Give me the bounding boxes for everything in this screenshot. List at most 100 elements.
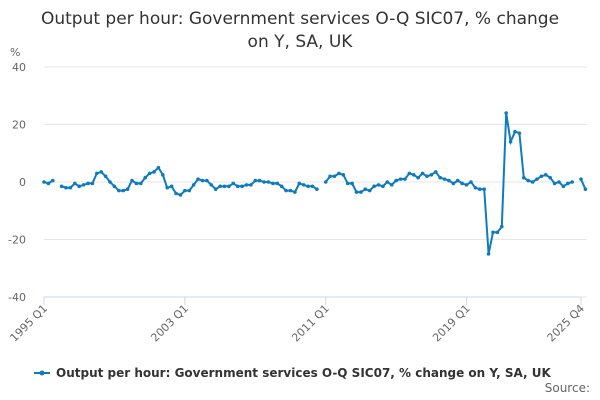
x-tick-label: 2019 Q1 bbox=[430, 302, 473, 345]
point bbox=[495, 230, 500, 235]
point bbox=[482, 187, 486, 191]
point bbox=[297, 181, 302, 186]
point bbox=[90, 181, 95, 186]
point bbox=[200, 178, 205, 183]
x-tick-label: 2025 Q4 bbox=[545, 302, 588, 345]
point bbox=[99, 170, 104, 174]
chart-title: Output per hour: Government services O-Q… bbox=[40, 9, 560, 52]
point bbox=[455, 178, 460, 183]
point bbox=[178, 193, 183, 197]
point bbox=[73, 181, 77, 186]
point bbox=[425, 174, 429, 179]
y-axis-label: % bbox=[10, 46, 20, 59]
point bbox=[385, 180, 390, 184]
point bbox=[213, 187, 218, 191]
legend-label: Output per hour: Government services O-Q… bbox=[56, 366, 551, 380]
point bbox=[486, 252, 491, 256]
point bbox=[367, 188, 372, 193]
point bbox=[460, 181, 464, 186]
point bbox=[517, 131, 522, 135]
y-tick-label: -40 bbox=[8, 291, 26, 304]
point bbox=[244, 183, 249, 187]
point bbox=[411, 173, 416, 177]
source: Source: bbox=[545, 381, 590, 395]
point bbox=[275, 181, 280, 186]
x-tick-label: 2011 Q1 bbox=[289, 302, 332, 345]
point bbox=[165, 185, 170, 190]
point bbox=[121, 188, 126, 193]
point bbox=[535, 177, 539, 181]
point bbox=[95, 171, 99, 176]
point bbox=[350, 181, 354, 186]
point bbox=[394, 178, 398, 183]
point bbox=[442, 177, 447, 181]
x-tick-label: 2003 Q1 bbox=[148, 302, 191, 345]
point bbox=[130, 178, 134, 183]
point bbox=[205, 178, 209, 183]
point bbox=[266, 180, 271, 184]
point bbox=[557, 180, 561, 184]
point bbox=[86, 181, 90, 186]
point bbox=[42, 180, 46, 184]
point bbox=[293, 190, 297, 194]
point bbox=[389, 183, 394, 187]
point bbox=[526, 178, 530, 183]
point bbox=[240, 184, 244, 189]
point bbox=[433, 170, 438, 174]
point bbox=[477, 187, 482, 191]
y-tick-label: -20 bbox=[8, 234, 26, 247]
point bbox=[134, 181, 139, 186]
point bbox=[473, 185, 478, 190]
point bbox=[376, 183, 381, 187]
point bbox=[508, 139, 513, 144]
point bbox=[152, 170, 156, 174]
point bbox=[108, 180, 112, 184]
point bbox=[117, 188, 121, 193]
point bbox=[81, 183, 86, 187]
point bbox=[161, 173, 165, 177]
point bbox=[438, 175, 442, 180]
point bbox=[279, 184, 284, 189]
x-tick-label: 1995 Q1 bbox=[8, 302, 51, 345]
point bbox=[337, 171, 341, 176]
point bbox=[235, 184, 240, 189]
point bbox=[253, 178, 258, 183]
y-tick-label: 0 bbox=[19, 176, 26, 189]
series-line bbox=[43, 112, 587, 255]
point bbox=[306, 184, 310, 189]
y-tick-label: 40 bbox=[12, 61, 26, 74]
point bbox=[315, 187, 319, 191]
point bbox=[464, 183, 469, 187]
legend-marker bbox=[39, 370, 45, 376]
point bbox=[112, 184, 117, 189]
point bbox=[51, 178, 55, 183]
point bbox=[183, 188, 187, 193]
point bbox=[156, 165, 161, 170]
point bbox=[68, 185, 73, 190]
point bbox=[579, 177, 583, 181]
point bbox=[191, 183, 196, 187]
point bbox=[196, 177, 200, 181]
point bbox=[125, 187, 130, 191]
point bbox=[222, 184, 227, 189]
point bbox=[504, 111, 508, 115]
point bbox=[548, 175, 552, 180]
point bbox=[381, 184, 385, 189]
point bbox=[143, 175, 148, 180]
point bbox=[249, 183, 253, 187]
point bbox=[257, 178, 262, 183]
point bbox=[539, 174, 544, 179]
point bbox=[139, 181, 143, 186]
y-tick-label: 20 bbox=[12, 119, 26, 132]
point bbox=[451, 181, 456, 186]
point bbox=[271, 181, 275, 186]
point bbox=[328, 174, 332, 179]
point bbox=[543, 173, 548, 177]
point bbox=[174, 191, 178, 196]
point bbox=[416, 175, 420, 180]
point bbox=[301, 183, 306, 187]
point bbox=[469, 180, 473, 184]
point bbox=[521, 175, 526, 180]
